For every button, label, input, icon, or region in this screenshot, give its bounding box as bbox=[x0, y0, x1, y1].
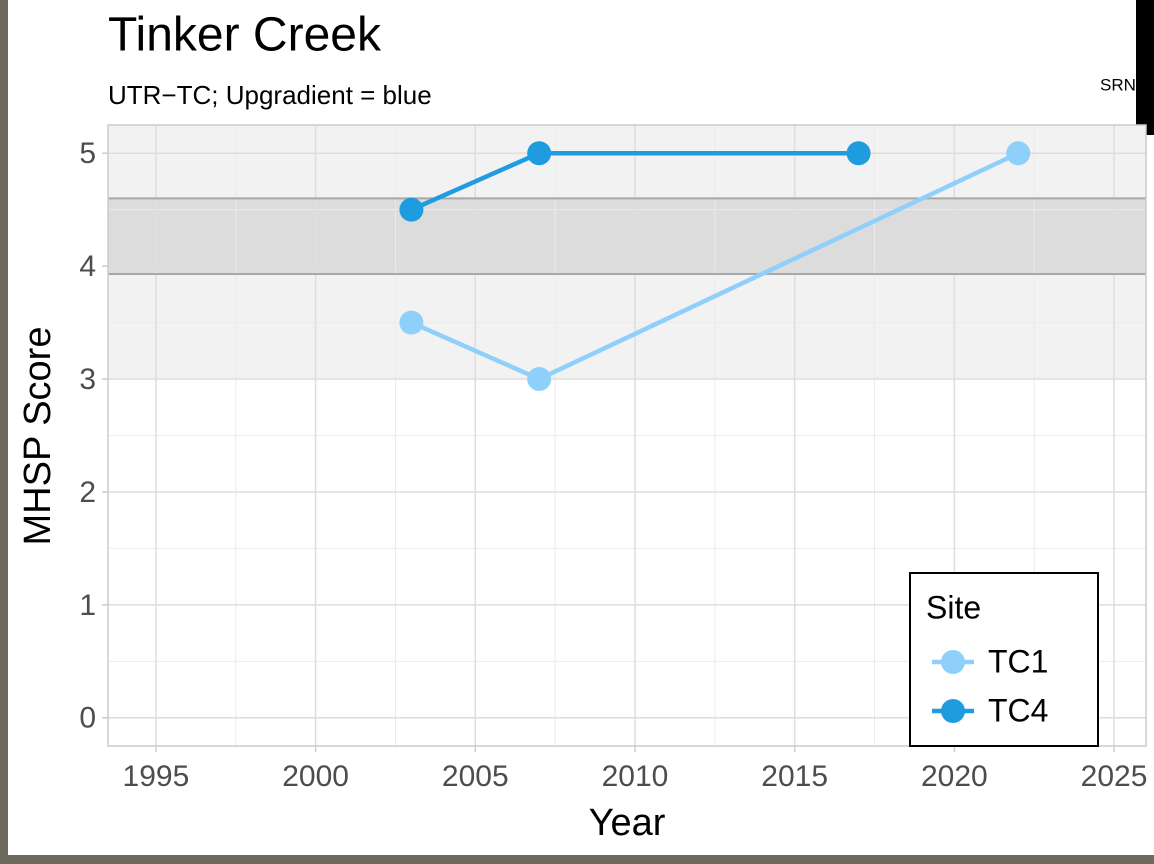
legend-title: Site bbox=[926, 589, 981, 625]
band bbox=[108, 198, 1146, 275]
y-tick-label: 4 bbox=[79, 250, 96, 283]
y-tick-label: 5 bbox=[79, 137, 96, 170]
x-tick-label: 2015 bbox=[761, 760, 828, 793]
x-tick-label: 2005 bbox=[442, 760, 509, 793]
chart-subtitle: UTR−TC; Upgradient = blue bbox=[108, 80, 432, 110]
data-point bbox=[527, 367, 552, 392]
data-point bbox=[1006, 141, 1031, 166]
y-tick-label: 0 bbox=[79, 702, 96, 735]
y-tick-label: 1 bbox=[79, 589, 96, 622]
x-tick-label: 1995 bbox=[123, 760, 190, 793]
x-tick-label: 2010 bbox=[602, 760, 669, 793]
x-tick-label: 2020 bbox=[921, 760, 988, 793]
x-axis-label: Year bbox=[589, 802, 666, 844]
chart-title: Tinker Creek bbox=[108, 9, 382, 62]
overlay-box bbox=[1136, 0, 1154, 135]
legend-label: TC4 bbox=[988, 692, 1048, 728]
data-point bbox=[846, 141, 871, 166]
y-axis-label: MHSP Score bbox=[17, 327, 59, 546]
y-tick-label: 2 bbox=[79, 476, 96, 509]
panel-border bbox=[107, 124, 1147, 747]
data-point bbox=[399, 197, 424, 222]
annotation: SRN bbox=[1100, 75, 1136, 94]
legend-key-point bbox=[941, 699, 965, 723]
data-point bbox=[527, 141, 552, 166]
x-tick-label: 2025 bbox=[1081, 760, 1148, 793]
legend-label: TC1 bbox=[988, 643, 1048, 679]
y-tick-label: 3 bbox=[79, 363, 96, 396]
x-tick-label: 2000 bbox=[282, 760, 349, 793]
legend-key-point bbox=[941, 650, 965, 674]
data-point bbox=[399, 310, 424, 335]
